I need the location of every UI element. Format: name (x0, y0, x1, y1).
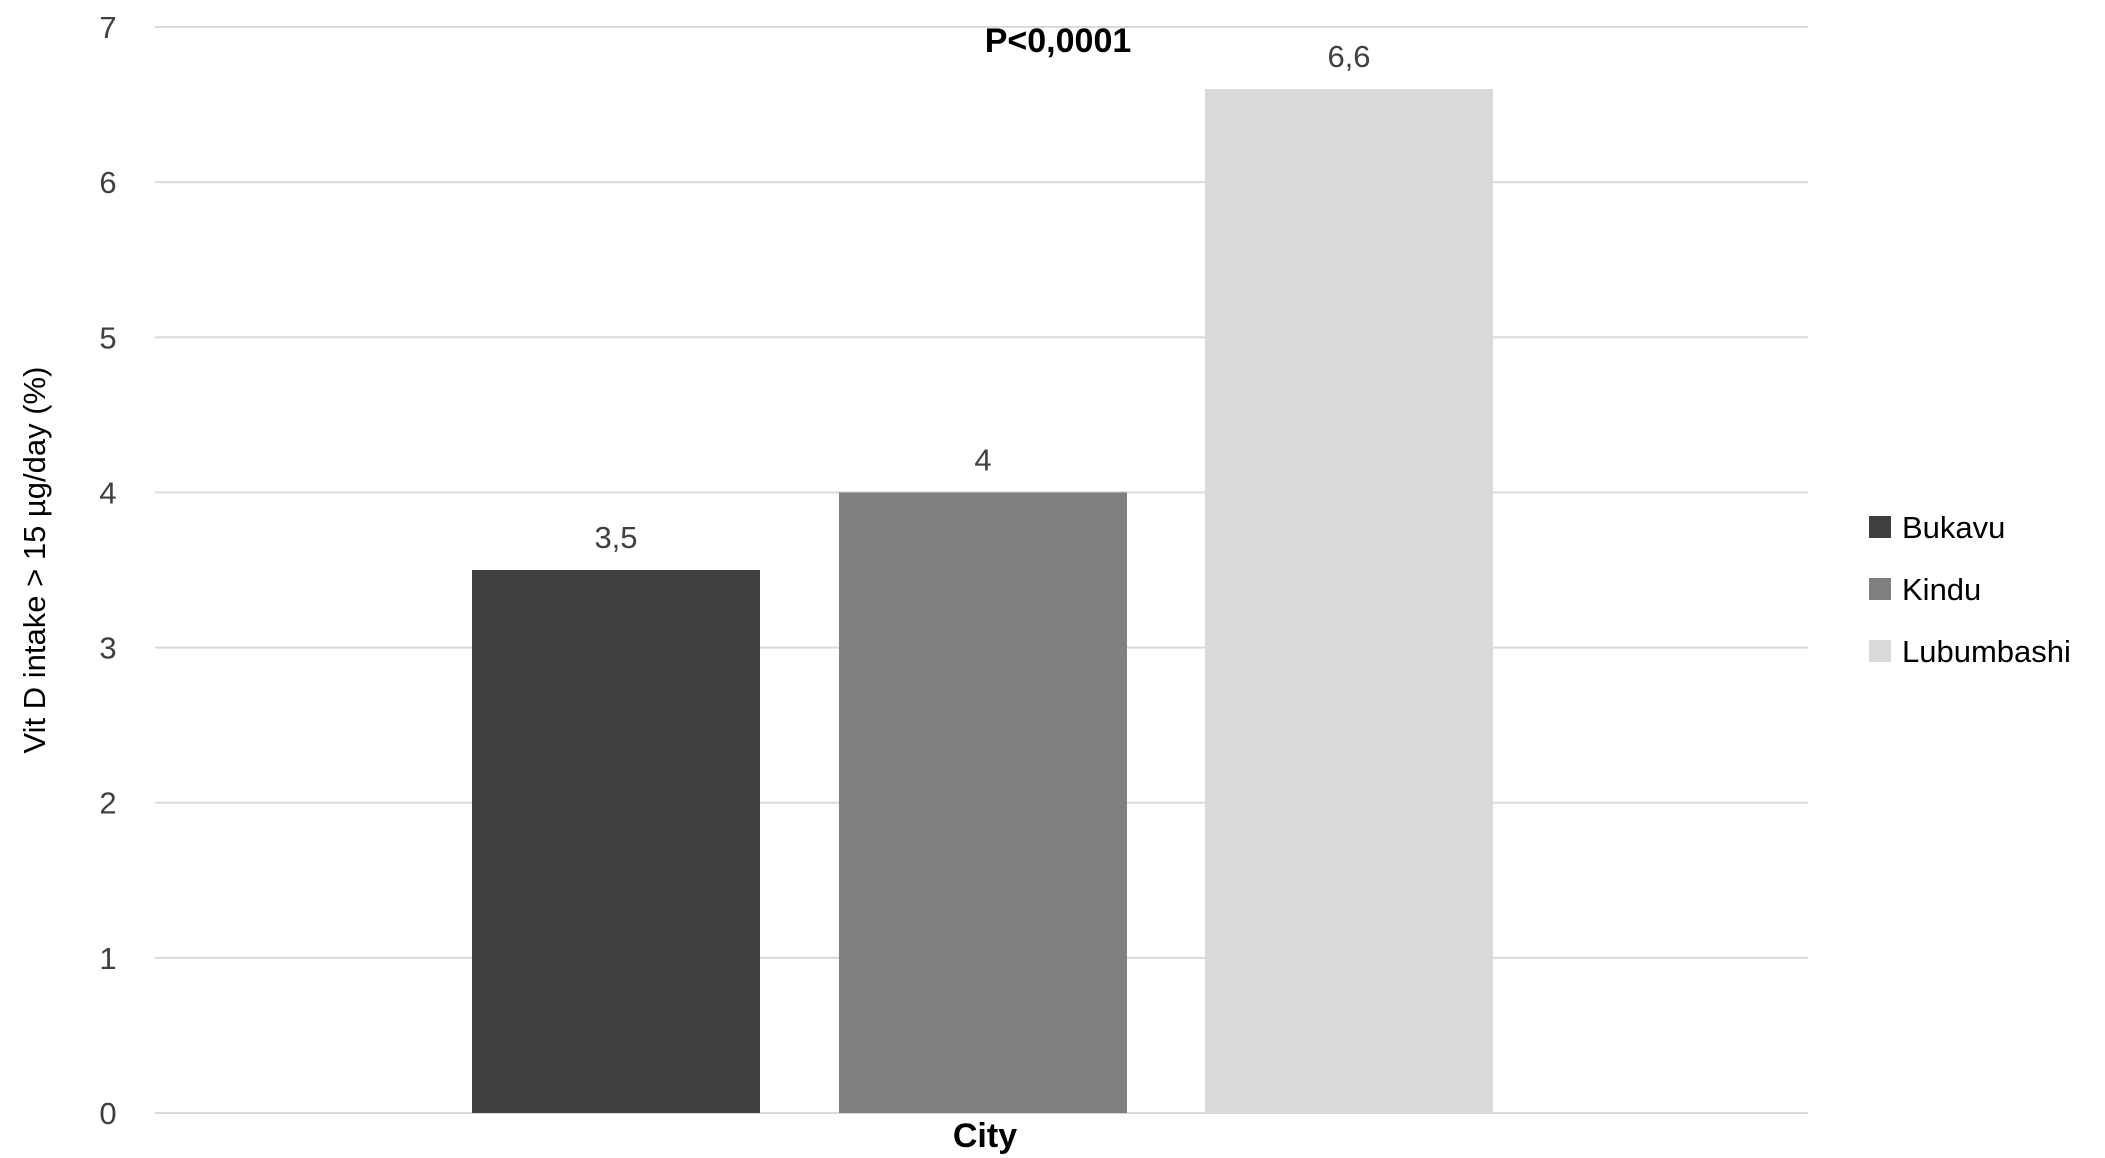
legend-label-kindu: Kindu (1902, 572, 1981, 607)
p-value-annotation: P<0,0001 (985, 22, 1132, 60)
y-tick-label: 2 (99, 786, 116, 821)
y-axis-title: Vit D intake > 15 µg/day (%) (17, 367, 52, 754)
y-tick-label: 7 (99, 10, 116, 45)
legend-swatch-bukavu (1869, 516, 1891, 538)
y-axis-ticks: 0 1 2 3 4 5 6 7 (99, 10, 116, 1131)
legend-label-bukavu: Bukavu (1902, 510, 2005, 545)
y-tick-label: 3 (99, 631, 116, 666)
y-tick-label: 6 (99, 165, 116, 200)
bar-lubumbashi (1205, 89, 1493, 1114)
bar-kindu (839, 492, 1127, 1113)
bar-bukavu (472, 570, 760, 1113)
y-tick-label: 1 (99, 941, 116, 976)
data-label-kindu: 4 (974, 442, 991, 477)
y-tick-label: 0 (99, 1096, 116, 1131)
legend: Bukavu Kindu Lubumbashi (1869, 510, 2071, 669)
legend-label-lubumbashi: Lubumbashi (1902, 634, 2071, 669)
legend-swatch-kindu (1869, 578, 1891, 600)
data-label-bukavu: 3,5 (594, 520, 637, 555)
x-axis-title: City (953, 1117, 1017, 1155)
legend-swatch-lubumbashi (1869, 640, 1891, 662)
y-tick-label: 4 (99, 475, 116, 510)
y-tick-label: 5 (99, 320, 116, 355)
bars (472, 89, 1493, 1114)
data-labels: 3,5 4 6,6 (594, 39, 1370, 555)
data-label-lubumbashi: 6,6 (1327, 39, 1370, 74)
